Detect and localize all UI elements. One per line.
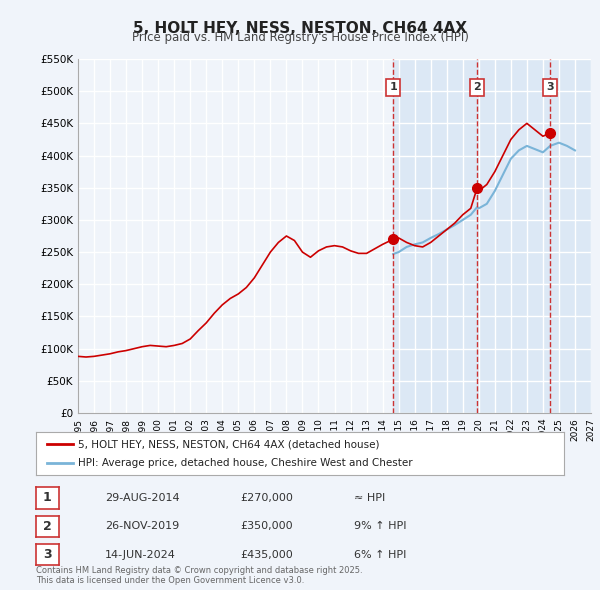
Text: Price paid vs. HM Land Registry's House Price Index (HPI): Price paid vs. HM Land Registry's House … bbox=[131, 31, 469, 44]
Text: HPI: Average price, detached house, Cheshire West and Chester: HPI: Average price, detached house, Ches… bbox=[78, 458, 413, 468]
Bar bbox=[393, 59, 591, 413]
Text: 9% ↑ HPI: 9% ↑ HPI bbox=[354, 522, 407, 531]
Text: Contains HM Land Registry data © Crown copyright and database right 2025.
This d: Contains HM Land Registry data © Crown c… bbox=[36, 566, 362, 585]
Text: 2: 2 bbox=[43, 520, 52, 533]
Text: 3: 3 bbox=[43, 548, 52, 561]
Text: ≈ HPI: ≈ HPI bbox=[354, 493, 385, 503]
Text: 1: 1 bbox=[389, 83, 397, 92]
Text: 29-AUG-2014: 29-AUG-2014 bbox=[105, 493, 179, 503]
Text: 26-NOV-2019: 26-NOV-2019 bbox=[105, 522, 179, 531]
Text: 5, HOLT HEY, NESS, NESTON, CH64 4AX (detached house): 5, HOLT HEY, NESS, NESTON, CH64 4AX (det… bbox=[78, 440, 380, 450]
Text: 2: 2 bbox=[473, 83, 481, 92]
Text: 6% ↑ HPI: 6% ↑ HPI bbox=[354, 550, 406, 559]
Text: 14-JUN-2024: 14-JUN-2024 bbox=[105, 550, 176, 559]
Text: £270,000: £270,000 bbox=[240, 493, 293, 503]
Text: £350,000: £350,000 bbox=[240, 522, 293, 531]
Text: 5, HOLT HEY, NESS, NESTON, CH64 4AX: 5, HOLT HEY, NESS, NESTON, CH64 4AX bbox=[133, 21, 467, 35]
Text: 1: 1 bbox=[43, 491, 52, 504]
Text: 3: 3 bbox=[547, 83, 554, 92]
Text: £435,000: £435,000 bbox=[240, 550, 293, 559]
